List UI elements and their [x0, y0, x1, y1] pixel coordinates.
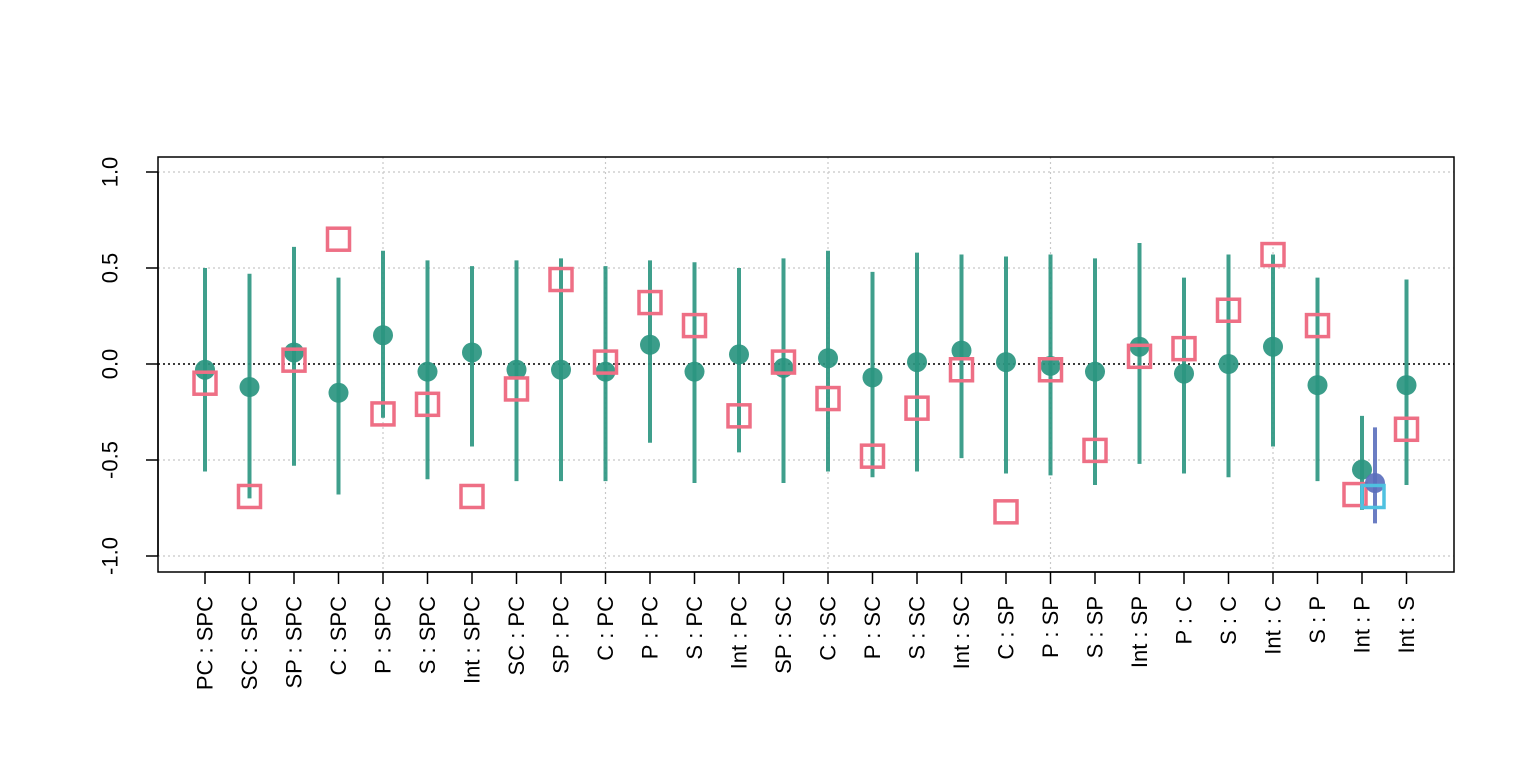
point-estimate-s0-23 — [1218, 354, 1239, 374]
point-estimate-s0-19 — [1040, 355, 1061, 376]
y-tick-label-2: 0.0 — [98, 349, 123, 380]
point-estimate-s0-3 — [328, 382, 349, 403]
square-marker-s1-1 — [236, 483, 263, 510]
point-estimate-s0-4 — [373, 325, 393, 346]
square-marker-s1-4 — [370, 401, 396, 427]
point-estimate-s0-5 — [417, 361, 438, 382]
point-estimate-s0-27 — [1396, 375, 1417, 396]
square-marker-s1-27 — [1393, 416, 1420, 443]
square-marker-s3-0 — [1360, 483, 1386, 510]
square-marker-s1-9 — [592, 349, 619, 375]
square-marker-s1-17 — [948, 357, 975, 383]
x-tick-label-7: SC : PC — [504, 596, 529, 676]
point-estimate-s0-10 — [640, 334, 660, 355]
square-marker-s1-13 — [770, 349, 797, 375]
square-marker-s1-11 — [681, 312, 708, 339]
point-estimate-s0-22 — [1174, 363, 1194, 384]
x-tick-label-25: S : P — [1305, 596, 1330, 644]
point-estimate-s0-14 — [818, 348, 838, 369]
x-tick-label-4: P : SPC — [371, 596, 396, 674]
square-marker-s1-25 — [1304, 312, 1331, 339]
square-marker-s1-18 — [993, 499, 1019, 525]
x-tick-label-17: Int : SC — [949, 596, 974, 669]
point-estimate-s0-18 — [996, 352, 1016, 373]
square-marker-s1-15 — [859, 443, 886, 469]
point-estimate-s0-12 — [729, 344, 749, 365]
x-tick-label-9: C : PC — [593, 596, 618, 661]
square-marker-s1-3 — [325, 226, 352, 252]
square-marker-s1-8 — [548, 266, 574, 293]
square-marker-s1-5 — [414, 391, 441, 418]
square-marker-s1-2 — [281, 347, 307, 373]
x-tick-label-10: P : PC — [638, 596, 663, 659]
x-tick-label-6: Int : SPC — [460, 596, 485, 684]
x-tick-label-19: P : SP — [1038, 596, 1063, 658]
point-estimate-s0-24 — [1263, 336, 1283, 357]
point-estimate-s0-2 — [284, 342, 304, 363]
square-marker-s1-0 — [192, 370, 218, 396]
x-tick-label-14: C : SC — [816, 596, 841, 661]
x-tick-label-13: SP : SC — [771, 596, 796, 674]
point-estimate-s0-25 — [1307, 375, 1328, 396]
point-estimate-s0-7 — [506, 359, 527, 380]
x-tick-label-27: Int : S — [1394, 596, 1419, 653]
x-tick-label-5: S : SPC — [415, 596, 440, 674]
x-tick-label-20: S : SP — [1083, 596, 1108, 658]
y-tick-label-1: -0.5 — [98, 441, 123, 479]
x-tick-label-26: Int : P — [1350, 596, 1375, 653]
x-tick-label-23: S : C — [1216, 596, 1241, 645]
y-tick-label-0: -1.0 — [98, 537, 123, 575]
point-estimate-s0-17 — [951, 340, 972, 361]
square-marker-s1-20 — [1082, 437, 1108, 464]
x-tick-label-16: S : SC — [905, 596, 930, 660]
square-marker-s1-21 — [1126, 343, 1153, 370]
x-tick-label-18: C : SP — [994, 596, 1019, 660]
x-tick-label-15: P : SC — [860, 596, 885, 659]
square-marker-s1-14 — [815, 385, 841, 412]
point-estimate-s0-11 — [684, 361, 705, 382]
x-tick-label-3: C : SPC — [326, 596, 351, 676]
point-estimate-s0-1 — [239, 377, 260, 398]
x-tick-label-12: Int : PC — [727, 596, 752, 669]
square-marker-s1-16 — [904, 395, 930, 421]
square-marker-s1-24 — [1260, 241, 1286, 268]
point-estimate-s0-16 — [907, 352, 927, 373]
square-marker-s1-6 — [459, 483, 485, 510]
x-axis: PC : SPC SC : SPC SP : SPC C : SPC P : SPC S … — [193, 571, 1419, 690]
x-tick-label-0: PC : SPC — [193, 596, 218, 690]
point-estimate-s0-20 — [1085, 361, 1105, 382]
x-tick-label-22: P : C — [1172, 596, 1197, 645]
square-marker-s1-7 — [503, 376, 530, 402]
point-estimate-s0-6 — [462, 342, 482, 363]
x-tick-label-11: S : PC — [682, 596, 707, 660]
square-marker-s1-22 — [1171, 335, 1197, 362]
point-estimate-s2-0 — [1365, 473, 1385, 494]
y-axis: -1.0 -0.5 0.0 0.5 1.0 — [98, 157, 159, 575]
y-tick-label-4: 1.0 — [98, 157, 123, 188]
point-estimate-s0-26 — [1352, 459, 1372, 480]
square-marker-s1-12 — [726, 403, 752, 429]
y-tick-label-3: 0.5 — [98, 253, 123, 284]
x-tick-label-2: SP : SPC — [282, 596, 307, 689]
x-tick-label-24: Int : C — [1261, 596, 1286, 655]
square-marker-s1-23 — [1215, 297, 1242, 323]
point-estimate-s0-13 — [773, 357, 794, 378]
point-estimate-s0-15 — [862, 367, 883, 388]
square-marker-s1-19 — [1037, 357, 1064, 383]
point-estimate-s0-8 — [551, 359, 571, 380]
square-marker-s1-10 — [637, 289, 663, 316]
x-tick-label-8: SP : PC — [549, 596, 574, 674]
x-tick-label-1: SC : SPC — [237, 596, 262, 690]
plot-marks — [192, 226, 1420, 525]
square-marker-s1-26 — [1342, 481, 1368, 508]
point-estimate-s0-0 — [195, 359, 215, 380]
x-tick-label-21: Int : SP — [1127, 596, 1152, 668]
